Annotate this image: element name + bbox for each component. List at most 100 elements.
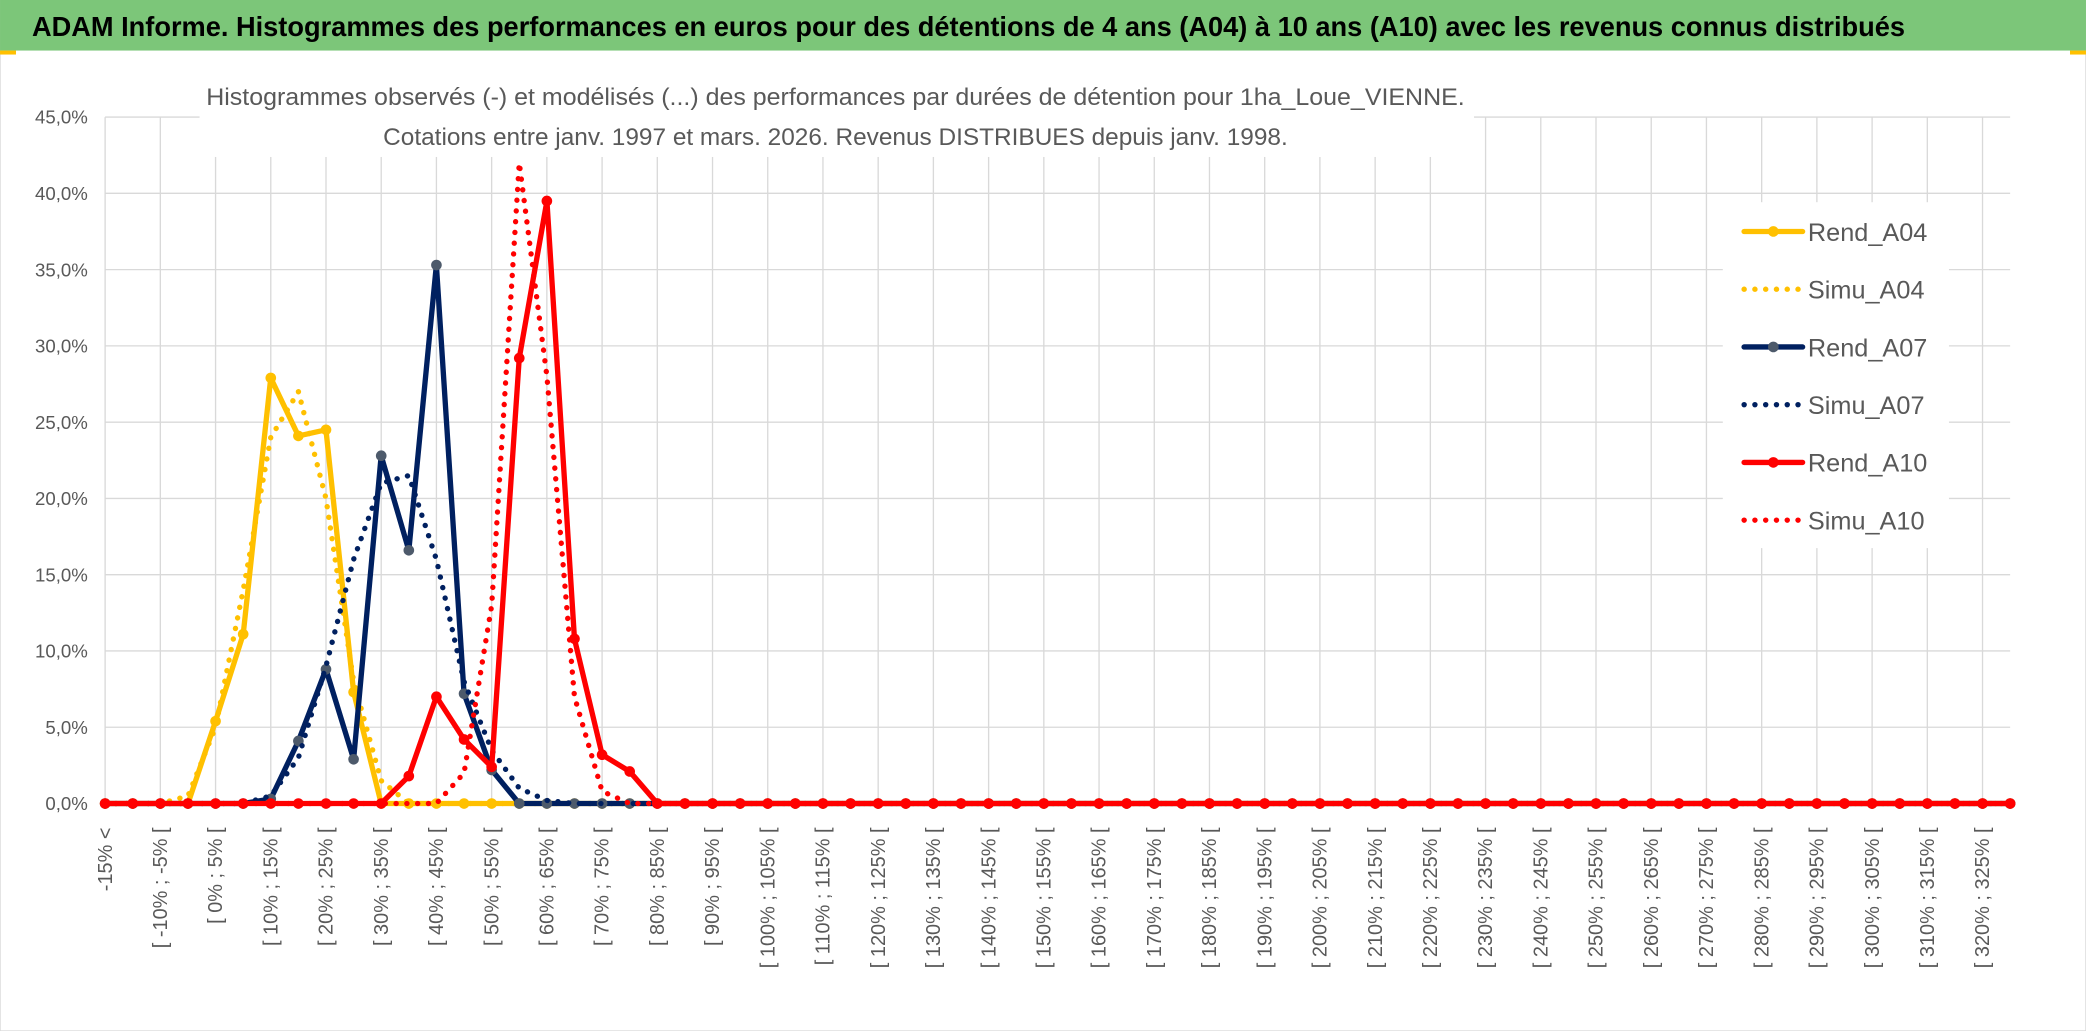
point — [127, 798, 139, 809]
point — [2004, 798, 2016, 809]
point — [1728, 798, 1740, 809]
x-tick-label: [ 310% ; 315% [ — [1917, 827, 1939, 968]
point — [596, 749, 608, 761]
point — [1563, 798, 1574, 809]
y-tick-label: 25,0% — [35, 412, 88, 433]
point — [1121, 798, 1132, 809]
x-tick-label: [ 30% ; 35% [ — [371, 827, 393, 946]
point — [293, 430, 304, 442]
point — [1866, 798, 1878, 809]
chart-subtitle: Cotations entre janv. 1997 et mars. 2026… — [383, 124, 1288, 151]
page-title: ADAM Informe. Histogrammes des performan… — [32, 11, 1905, 42]
y-tick-label: 15,0% — [35, 564, 88, 585]
legend-marker — [1768, 226, 1779, 237]
point — [1231, 798, 1243, 809]
x-tick-label: [ 260% ; 265% [ — [1641, 827, 1663, 968]
legend-label: Rend_A04 — [1808, 219, 1927, 247]
point — [486, 761, 497, 773]
y-tick-label: 30,0% — [35, 336, 88, 357]
x-tick-label: [ 220% ; 225% [ — [1420, 827, 1442, 968]
x-tick-label: [ 150% ; 155% [ — [1033, 827, 1055, 968]
point — [265, 372, 277, 384]
x-tick-label: [ 170% ; 175% [ — [1144, 827, 1166, 968]
point — [1673, 798, 1685, 809]
point — [1369, 798, 1381, 809]
x-tick-label: [ 0% ; 5% [ — [205, 827, 227, 924]
x-tick-label: [ 140% ; 145% [ — [978, 827, 1000, 968]
x-tick-label: [ 50% ; 55% [ — [481, 827, 503, 946]
point — [265, 798, 277, 809]
x-tick-label: [ 280% ; 285% [ — [1751, 827, 1773, 968]
y-tick-label: 5,0% — [45, 717, 87, 738]
point — [983, 798, 994, 809]
legend-marker — [1768, 457, 1779, 468]
x-tick-label: [ 230% ; 235% [ — [1475, 827, 1497, 968]
point — [1756, 798, 1767, 809]
x-tick-label: [ -10% ; -5% [ — [150, 827, 172, 948]
title-bar — [0, 0, 2086, 51]
point — [513, 798, 525, 809]
x-tick-label: [ 190% ; 195% [ — [1254, 827, 1276, 968]
point — [845, 798, 856, 809]
y-tick-label: 0,0% — [45, 793, 87, 814]
point — [375, 798, 387, 809]
x-tick-label: [ 210% ; 215% [ — [1365, 827, 1387, 968]
point — [182, 798, 194, 809]
point — [431, 259, 442, 271]
point — [1618, 798, 1629, 809]
legend-marker — [1768, 341, 1779, 353]
point — [872, 798, 884, 809]
x-tick-label: [ 300% ; 305% [ — [1862, 827, 1884, 968]
legend-label: Rend_A10 — [1808, 450, 1927, 478]
legend-label: Simu_A07 — [1808, 392, 1925, 420]
series-line — [102, 160, 2013, 807]
point — [1286, 798, 1298, 809]
point — [237, 628, 249, 640]
legend-label: Simu_A04 — [1808, 277, 1925, 305]
y-tick-label: 45,0% — [35, 107, 88, 128]
x-tick-label: [ 100% ; 105% [ — [757, 827, 779, 968]
legend-box — [1722, 202, 1949, 549]
point — [569, 633, 580, 645]
chart-title: Histogrammes observés (-) et modélisés (… — [206, 84, 1464, 111]
point — [1921, 798, 1933, 809]
point — [679, 798, 691, 809]
point — [513, 352, 525, 364]
point — [1176, 798, 1188, 809]
point — [403, 770, 415, 782]
point — [320, 424, 332, 436]
point — [1480, 798, 1491, 809]
x-tick-label: [ 270% ; 275% [ — [1696, 827, 1718, 968]
y-tick-label: 35,0% — [35, 259, 88, 280]
x-tick-label: [ 160% ; 165% [ — [1089, 827, 1111, 968]
x-tick-label: [ 70% ; 75% [ — [592, 827, 614, 946]
legend-label: Rend_A07 — [1808, 334, 1927, 362]
y-tick-label: 40,0% — [35, 183, 88, 204]
x-tick-label: [ 180% ; 185% [ — [1199, 827, 1221, 968]
x-tick-label: -15% < — [95, 827, 117, 891]
x-tick-label: [ 60% ; 65% [ — [537, 827, 559, 946]
point — [734, 798, 746, 809]
point — [458, 798, 470, 809]
point — [790, 798, 801, 809]
point — [541, 195, 553, 207]
x-tick-label: [ 240% ; 245% [ — [1530, 827, 1552, 968]
y-tick-label: 10,0% — [35, 641, 88, 662]
legend-label: Simu_A10 — [1808, 507, 1925, 535]
point — [624, 766, 636, 777]
title-box — [199, 77, 1475, 157]
x-tick-label: [ 320% ; 325% [ — [1972, 827, 1994, 968]
x-tick-label: [ 80% ; 85% [ — [647, 827, 669, 946]
point — [569, 798, 580, 809]
point — [458, 734, 470, 745]
x-tick-label: [ 90% ; 95% [ — [702, 827, 724, 946]
x-tick-label: [ 130% ; 135% [ — [923, 827, 945, 968]
corner — [0, 50, 16, 55]
point — [1425, 798, 1436, 809]
point — [348, 753, 359, 765]
x-tick-label: [ 120% ; 125% [ — [868, 827, 890, 968]
point — [928, 798, 939, 809]
point — [403, 544, 415, 556]
